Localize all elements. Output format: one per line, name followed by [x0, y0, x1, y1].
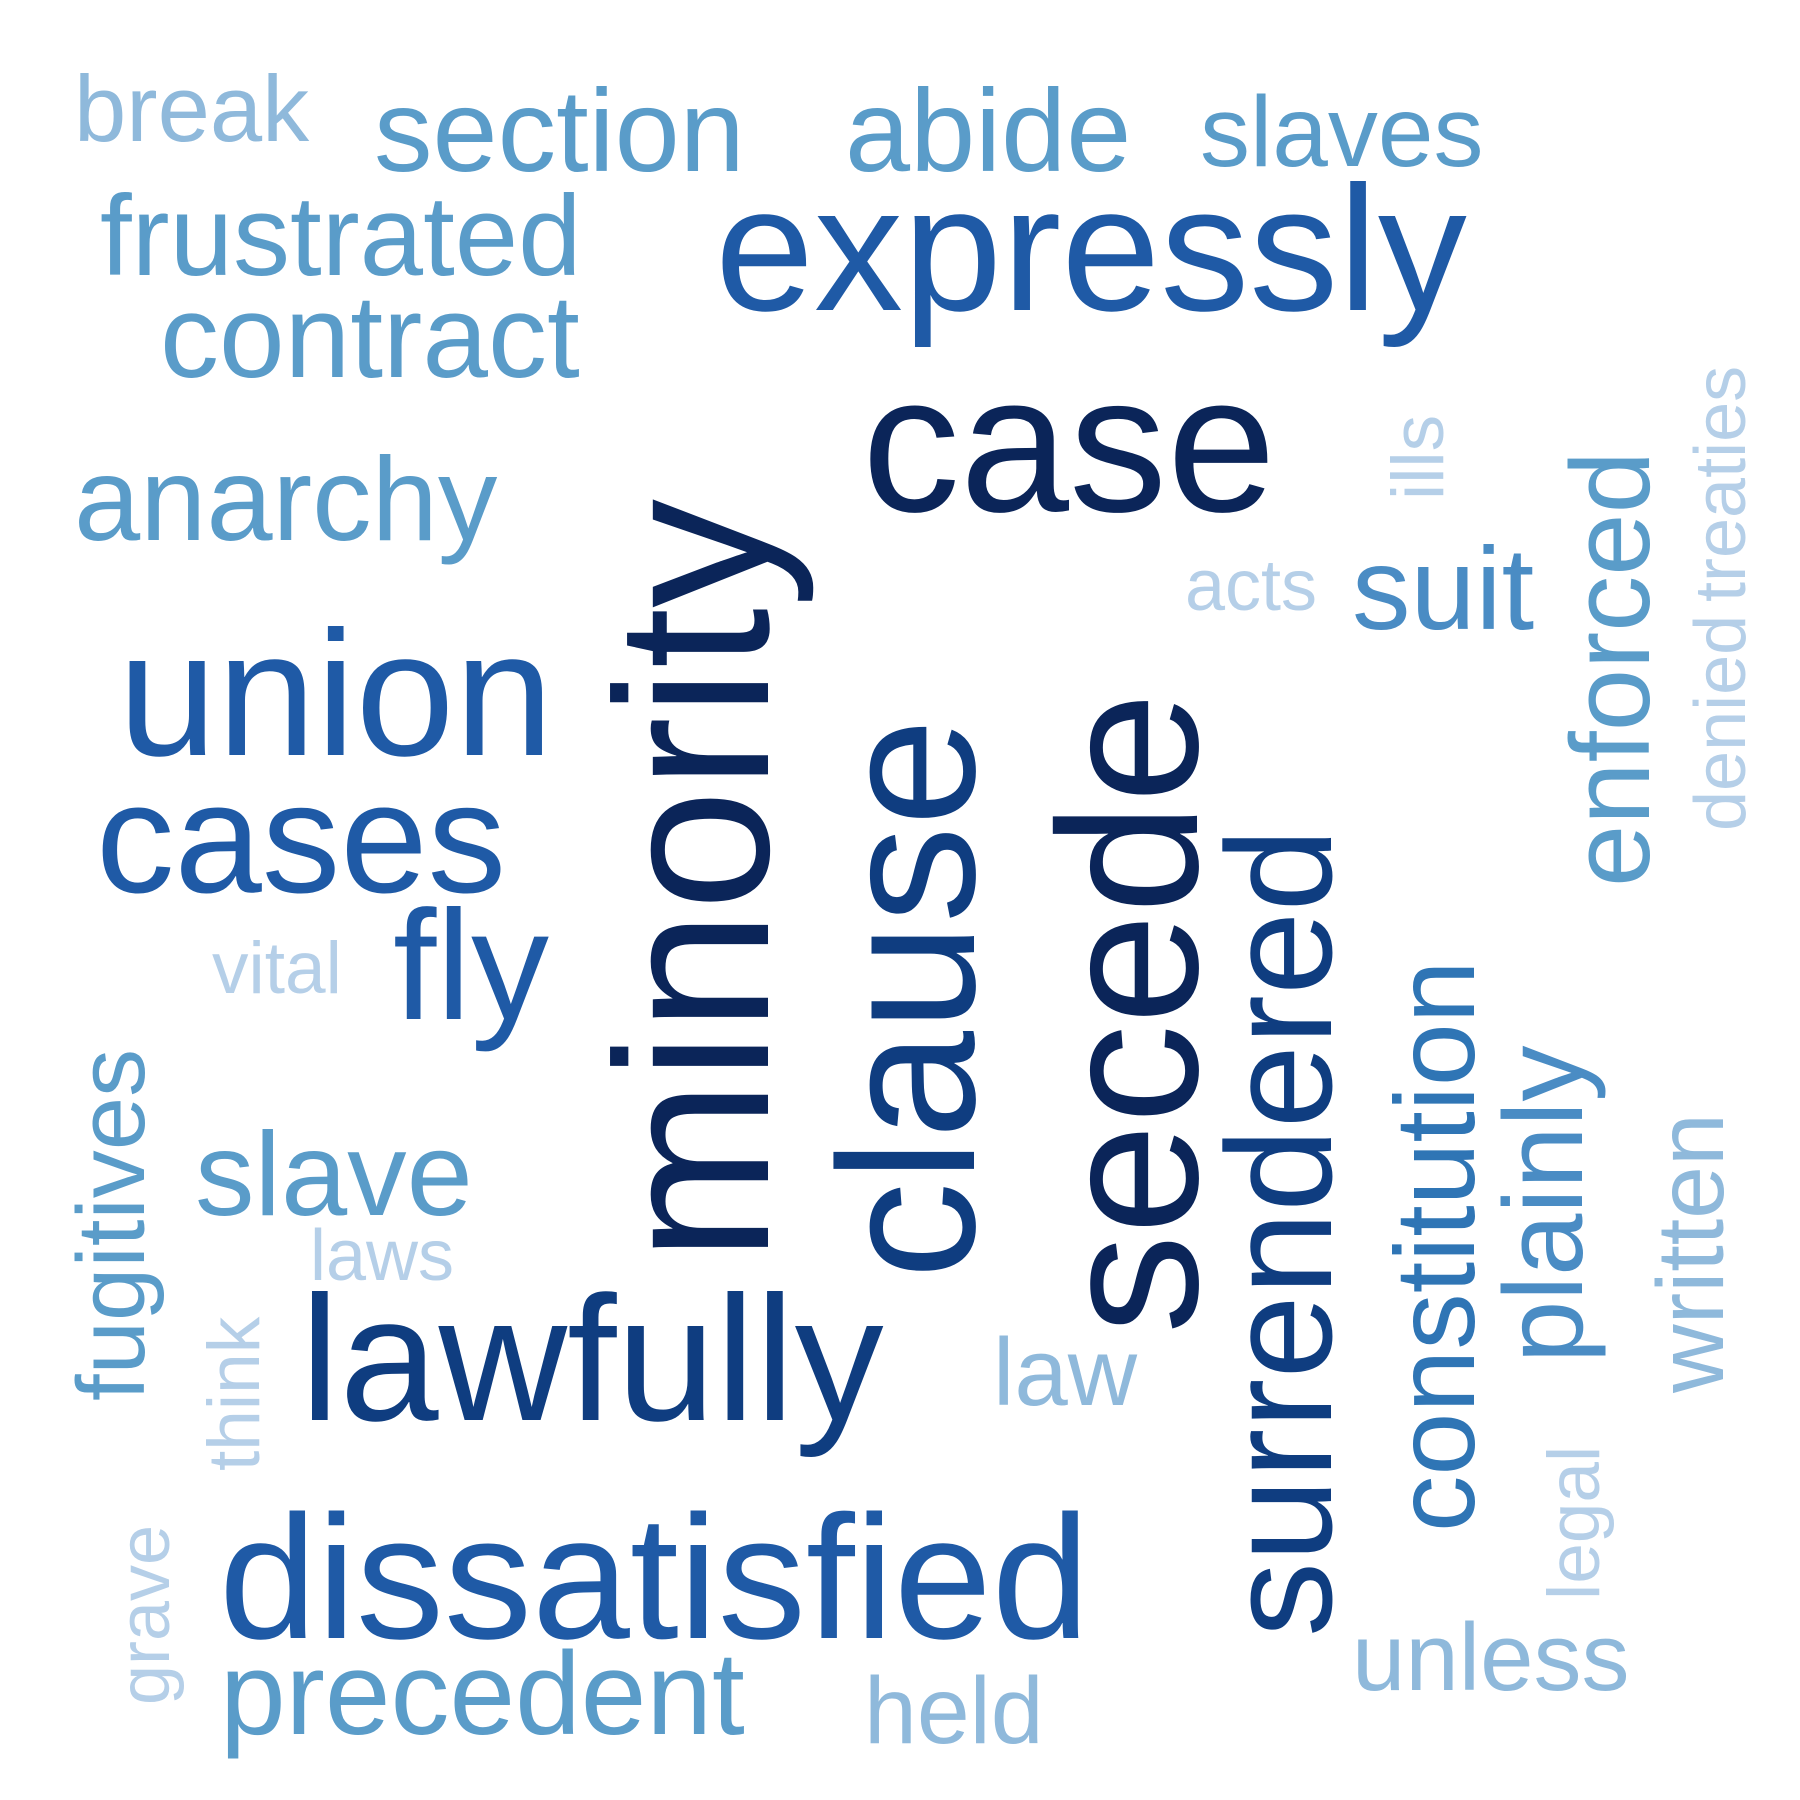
- word-slave: slave: [195, 1108, 473, 1241]
- word-lawfully: lawfully: [300, 1259, 884, 1458]
- word-constitution: constitution: [1372, 960, 1498, 1532]
- word-expressly: expressly: [715, 149, 1467, 348]
- word-plainly: plainly: [1481, 1045, 1606, 1363]
- word-unless: unless: [1352, 1604, 1630, 1711]
- word-fly: fly: [393, 879, 549, 1053]
- word-legal: legal: [1534, 1445, 1615, 1600]
- word-precedent: precedent: [220, 1628, 745, 1760]
- word-surrendered: surrendered: [1195, 828, 1363, 1637]
- word-slaves: slaves: [1200, 76, 1484, 188]
- word-denied: denied: [1681, 614, 1761, 831]
- word-enforced: enforced: [1548, 451, 1673, 887]
- word-cases: cases: [96, 751, 507, 926]
- word-abide: abide: [845, 65, 1132, 196]
- word-suit: suit: [1352, 523, 1535, 654]
- word-law: law: [993, 1319, 1138, 1426]
- word-fugitives: fugitives: [58, 1048, 165, 1401]
- word-union: union: [118, 594, 554, 793]
- word-case: case: [862, 334, 1277, 553]
- word-anarchy: anarchy: [74, 433, 498, 566]
- word-treaties: treaties: [1681, 365, 1761, 602]
- word-frustrated: frustrated: [100, 173, 582, 300]
- word-held: held: [864, 1658, 1044, 1764]
- word-clause: clause: [799, 718, 1016, 1279]
- word-dissatisfied: dissatisfied: [219, 1480, 1090, 1676]
- word-grave: grave: [105, 1524, 185, 1705]
- word-written: written: [1638, 1113, 1744, 1393]
- word-acts: acts: [1185, 546, 1318, 626]
- word-section: section: [374, 65, 745, 196]
- word-ills: ills: [1378, 414, 1459, 500]
- word-vital: vital: [212, 928, 342, 1009]
- word-think: think: [194, 1316, 275, 1471]
- word-minority: minority: [572, 498, 815, 1262]
- word-laws: laws: [310, 1216, 455, 1296]
- word-contract: contract: [160, 271, 580, 403]
- word-break: break: [74, 56, 310, 161]
